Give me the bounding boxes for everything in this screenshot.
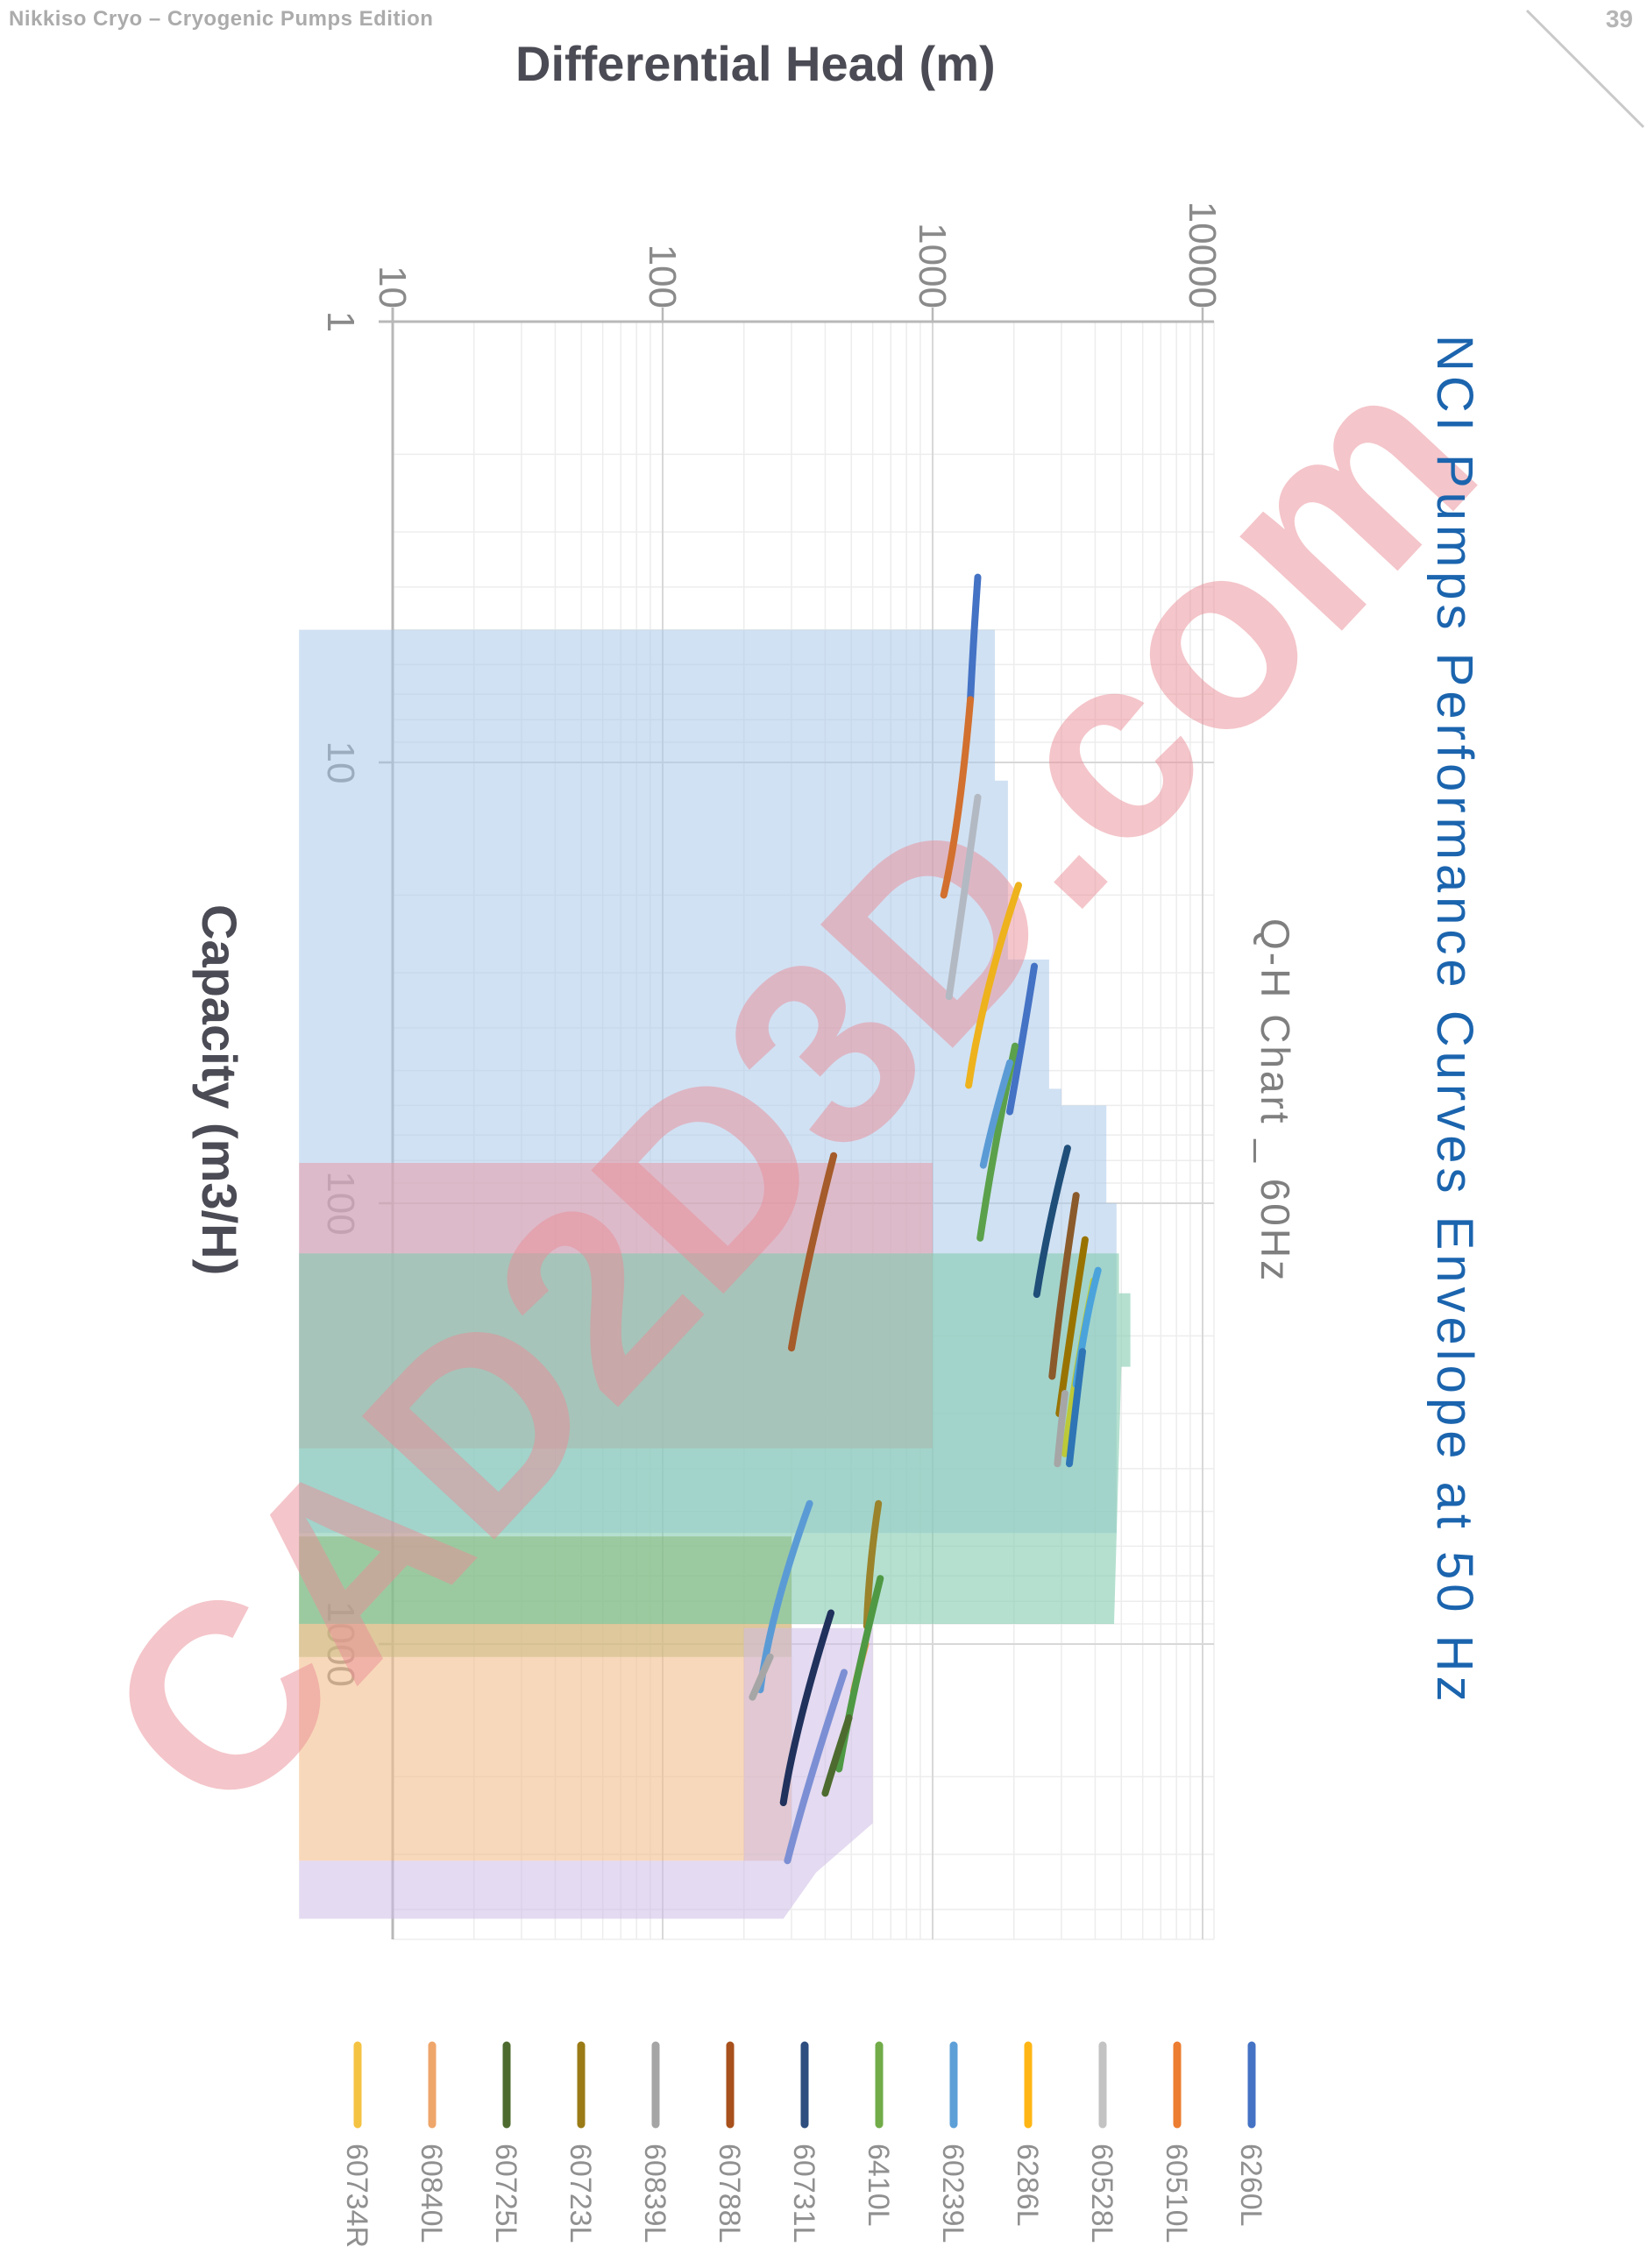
pump-curves	[749, 573, 1102, 1865]
curve-60731L	[779, 1609, 834, 1806]
y-tick-label: 1	[319, 311, 362, 332]
legend-label-60840L: 60840L	[415, 2144, 448, 2243]
curve-6410L	[835, 1575, 884, 1773]
curve-60725L	[821, 1714, 853, 1797]
curve-6260L	[967, 573, 982, 704]
x-tick-label: 10000	[1181, 202, 1224, 308]
legend-label-60725L: 60725L	[489, 2144, 522, 2243]
curve-6260L	[784, 1669, 848, 1865]
curve-60731L	[1033, 1145, 1071, 1298]
page-header: Nikkiso Cryo – Cryogenic Pumps Edition	[9, 7, 434, 31]
curve-6286L	[965, 882, 1022, 1089]
legend-label-6286L: 6286L	[1011, 2144, 1044, 2227]
x-axis-title: Differential Head (m)	[515, 36, 996, 91]
legend-label-6410L: 6410L	[862, 2144, 895, 2227]
legend-label-60239L: 60239L	[936, 2144, 969, 2243]
curve-60510L	[940, 696, 975, 899]
chart-subtitle: Q-H Chart _ 60Hz	[1253, 918, 1298, 1284]
curve-60839L	[749, 1653, 774, 1701]
legend-label-60723L: 60723L	[564, 2144, 597, 2243]
legend-label-60788L: 60788L	[713, 2144, 746, 2243]
envelope-teal	[299, 1253, 1131, 1624]
legend-label-60734R: 60734R	[340, 2144, 373, 2248]
x-tick-label: 100	[641, 245, 684, 308]
curve-60239L	[979, 1059, 1013, 1169]
curve-60788L	[1048, 1192, 1080, 1380]
y-axis-title: Capacity (m3/H)	[192, 904, 247, 1276]
x-tick-label: 10	[371, 266, 414, 308]
x-tick-label: 1000	[911, 223, 954, 308]
curve-6260L	[1006, 962, 1038, 1116]
legend-label-60839L: 60839L	[638, 2144, 671, 2243]
legend-label-60528L: 60528L	[1085, 2144, 1118, 2243]
legend-label-60731L: 60731L	[787, 2144, 820, 2243]
legend: 60734R 60840L 60725L 60723L 60839L 60788L 6073…	[340, 2041, 1267, 2248]
legend-label-6260L: 6260L	[1234, 2144, 1267, 2227]
corner-diagonal-line	[1525, 9, 1645, 129]
envelope-orange	[299, 1624, 792, 1861]
curve-60788L	[788, 1152, 838, 1352]
chart-title: NCI Pumps Performance Curves Envelope at…	[1426, 335, 1483, 1706]
curve-60528L	[945, 793, 982, 1001]
envelope-regions	[299, 629, 1131, 1919]
page-number: 39	[1605, 5, 1633, 32]
curve-6260L	[1066, 1348, 1086, 1468]
legend-label-60510L: 60510L	[1160, 2144, 1193, 2243]
curve-60839L	[1054, 1390, 1068, 1468]
curve-60723L	[863, 1499, 883, 1630]
